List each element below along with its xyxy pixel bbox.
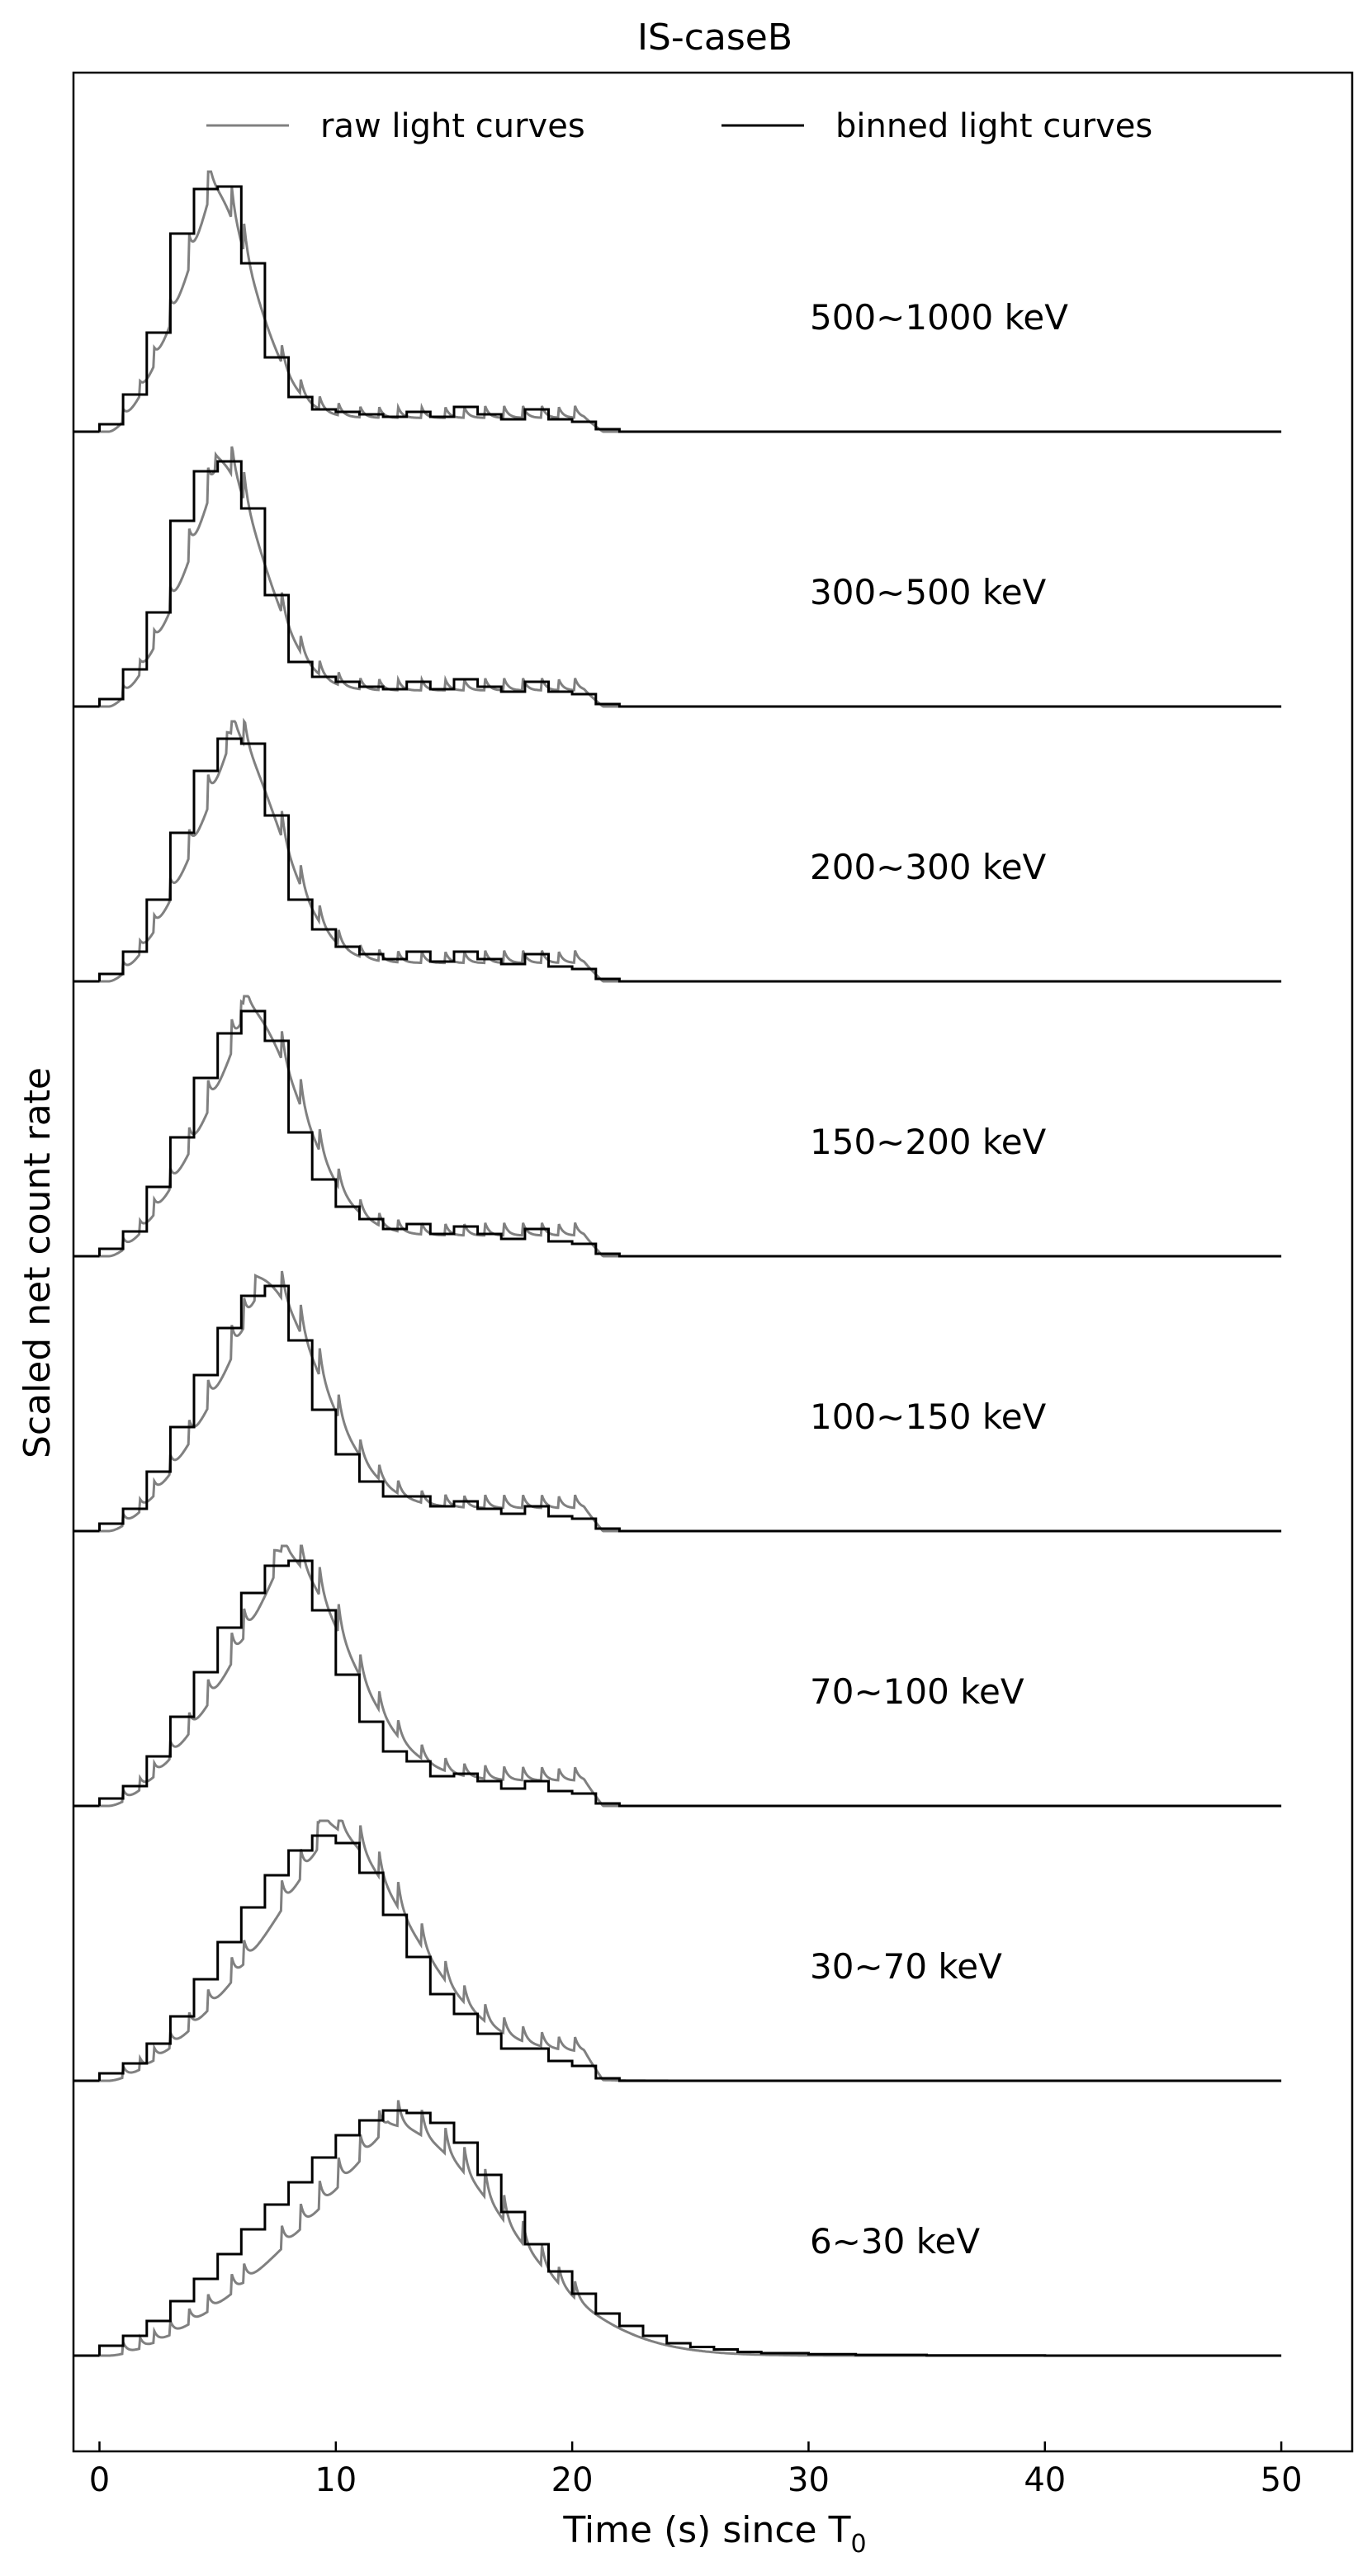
x-axis-label-subscript: 0 xyxy=(850,2530,866,2559)
energy-band-label: 500~1000 keV xyxy=(810,297,1068,338)
x-axis: 0 10 20 30 40 50 xyxy=(89,2441,1303,2499)
energy-band-label: 70~100 keV xyxy=(810,1671,1024,1712)
energy-band-label: 150~200 keV xyxy=(810,1122,1047,1162)
legend-binned-label: binned light curves xyxy=(835,107,1152,145)
binned-light-curve xyxy=(98,1009,1282,1258)
legend: raw light curves binned light curves xyxy=(206,107,1152,145)
legend-raw-label: raw light curves xyxy=(320,107,585,145)
x-tick-label: 20 xyxy=(551,2461,594,2499)
energy-band-label: 100~150 keV xyxy=(810,1397,1047,1437)
binned-light-curve xyxy=(98,737,1282,983)
x-tick-label: 40 xyxy=(1024,2461,1066,2499)
panel-3: 200~300 keV xyxy=(73,717,1282,983)
panel-8: 6~30 keV xyxy=(73,2100,1282,2357)
x-axis-label-main: Time (s) since T xyxy=(562,2509,850,2551)
binned-light-curve xyxy=(98,1284,1282,1533)
panel-6: 70~100 keV xyxy=(73,1544,1282,1808)
binned-light-curve xyxy=(98,1559,1282,1808)
energy-band-label: 200~300 keV xyxy=(810,847,1047,887)
panel-5: 100~150 keV xyxy=(73,1270,1282,1533)
binned-light-curve xyxy=(98,2109,1282,2357)
binned-light-curve xyxy=(98,1834,1282,2082)
x-tick-label: 0 xyxy=(89,2461,110,2499)
energy-band-label: 30~70 keV xyxy=(810,1946,1002,1987)
chart-title: IS-caseB xyxy=(637,17,792,59)
panels-layer: 500~1000 keV 300~500 keV 200~300 keV 150~20… xyxy=(73,170,1282,2357)
energy-band-label: 6~30 keV xyxy=(810,2221,980,2262)
energy-band-label: 300~500 keV xyxy=(810,572,1047,612)
plot-frame xyxy=(72,71,1354,2453)
x-axis-label: Time (s) since T0 xyxy=(562,2509,866,2559)
panel-4: 150~200 keV xyxy=(73,995,1282,1258)
panel-1: 500~1000 keV xyxy=(73,170,1282,433)
panel-7: 30~70 keV xyxy=(73,1819,1282,2082)
binned-light-curve xyxy=(98,185,1282,433)
x-tick-label: 50 xyxy=(1261,2461,1303,2499)
panel-2: 300~500 keV xyxy=(73,446,1282,708)
binned-light-curve xyxy=(98,460,1282,708)
x-tick-label: 30 xyxy=(788,2461,830,2499)
x-tick-label: 10 xyxy=(315,2461,357,2499)
y-axis-label: Scaled net count rate xyxy=(17,1067,59,1458)
